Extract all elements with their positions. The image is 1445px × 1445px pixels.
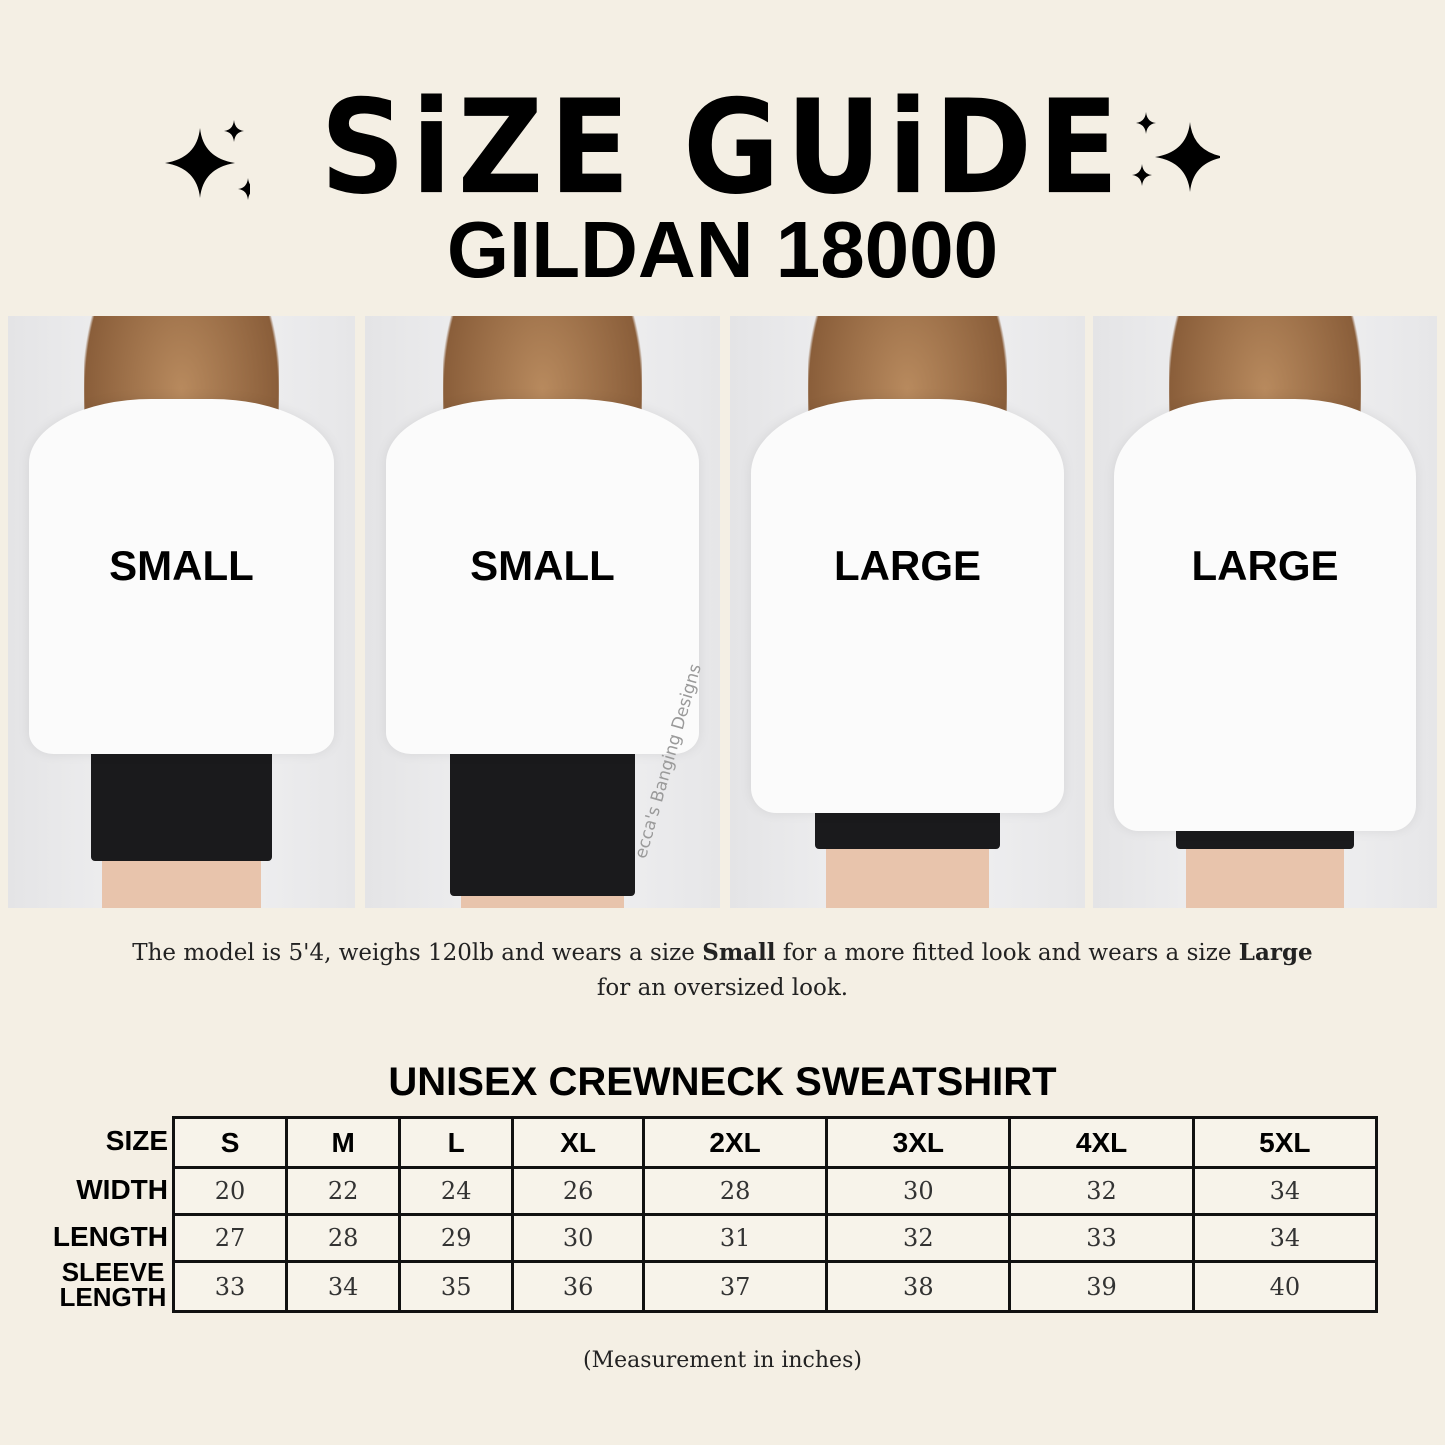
- table-row: 33 34 35 36 37 38 39 40: [171, 1260, 1379, 1313]
- page-title: SiZE GUiDE: [320, 71, 1125, 223]
- table-cell-sleeve-length: 38: [825, 1260, 1012, 1313]
- table-cell-sleeve-length: 36: [511, 1260, 645, 1313]
- size-label: LARGE: [1191, 542, 1339, 589]
- table-cell-length: 30: [511, 1213, 645, 1263]
- table-cell-width: 26: [511, 1166, 645, 1216]
- sparkle-icon: [1132, 112, 1220, 192]
- photo-large-back: LARGE: [1093, 316, 1437, 908]
- row-labels: SIZE WIDTH LENGTH SLEEVE LENGTH: [30, 1116, 168, 1312]
- table-cell-sleeve-length: 35: [398, 1260, 515, 1313]
- table-cell-length: 29: [398, 1213, 515, 1263]
- size-label: SMALL: [470, 542, 615, 589]
- photo-small-front: SMALL: [8, 316, 355, 908]
- size-label: SMALL: [109, 542, 254, 589]
- table-cell-sleeve-length: 33: [171, 1260, 289, 1313]
- table-cell-width: 22: [285, 1166, 402, 1216]
- table-cell-length: 27: [171, 1213, 289, 1263]
- size-label: LARGE: [834, 542, 981, 589]
- table-cell-width: 34: [1191, 1166, 1379, 1216]
- product-subtitle: GILDAN 18000: [446, 205, 999, 294]
- table-cell-sleeve-length: 37: [641, 1260, 829, 1313]
- table-cell-length: 34: [1191, 1213, 1379, 1263]
- table-cell-sizes: 3XL: [825, 1116, 1012, 1169]
- table-cell-sleeve-length: 39: [1008, 1260, 1195, 1313]
- row-label-width: WIDTH: [76, 1173, 168, 1205]
- table-cell-width: 28: [641, 1166, 829, 1216]
- sparkle-icon: [165, 120, 250, 200]
- row-label-sleeve-length: SLEEVE LENGTH: [59, 1257, 167, 1312]
- row-label-length: LENGTH: [52, 1220, 168, 1252]
- table-cell-width: 32: [1008, 1166, 1195, 1216]
- table-row: 27 28 29 30 31 32 33 34: [171, 1213, 1379, 1263]
- table-row: 20 22 24 26 28 30 32 34: [171, 1166, 1379, 1216]
- table-cell-width: 20: [171, 1166, 289, 1216]
- measurement-note: (Measurement in inches): [583, 1348, 862, 1373]
- table-title: UNISEX CREWNECK SWEATSHIRT: [388, 1060, 1057, 1104]
- table-cell-width: 30: [825, 1166, 1012, 1216]
- table-cell-sizes: 4XL: [1008, 1116, 1195, 1169]
- table-cell-width: 24: [398, 1166, 515, 1216]
- row-label-size: SIZE: [105, 1125, 168, 1156]
- table-cell-sleeve-length: 40: [1191, 1260, 1379, 1313]
- table-cell-length: 32: [825, 1213, 1012, 1263]
- photo-small-back: SMALL: [365, 316, 720, 908]
- table-cell-length: 33: [1008, 1213, 1195, 1263]
- table-cell-sleeve-length: 34: [285, 1260, 402, 1313]
- size-table: S M L XL 2XL 3XL 4XL 5XL 20 22 24 26 28 30 32 34 27 28 2…: [171, 1116, 1379, 1313]
- table-cell-length: 31: [641, 1213, 829, 1263]
- table-cell-sizes: M: [285, 1116, 402, 1169]
- table-cell-length: 28: [285, 1213, 402, 1263]
- table-cell-sizes: L: [398, 1116, 515, 1169]
- photo-large-front: LARGE: [730, 316, 1085, 908]
- table-cell-sizes: S: [171, 1116, 289, 1169]
- table-row: S M L XL 2XL 3XL 4XL 5XL: [171, 1116, 1379, 1169]
- table-cell-sizes: 2XL: [641, 1116, 829, 1169]
- model-description: The model is 5'4, weighs 120lb and wears…: [132, 939, 1313, 1001]
- table-cell-sizes: XL: [511, 1116, 645, 1169]
- table-cell-sizes: 5XL: [1191, 1116, 1379, 1169]
